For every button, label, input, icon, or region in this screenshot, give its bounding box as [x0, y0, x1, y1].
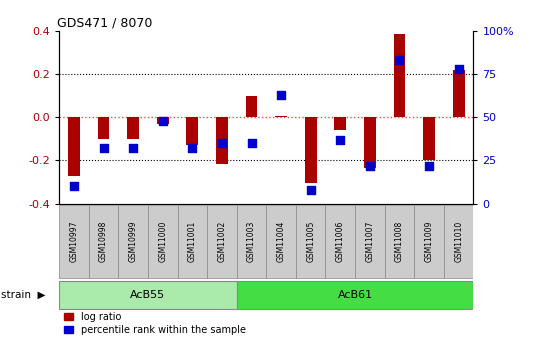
Point — [129, 146, 137, 151]
Text: GSM11003: GSM11003 — [247, 221, 256, 262]
Bar — [68, 117, 80, 176]
Text: GSM11001: GSM11001 — [188, 221, 197, 262]
Bar — [296, 205, 325, 278]
Bar — [207, 205, 237, 278]
Bar — [59, 281, 237, 309]
Point — [424, 163, 433, 168]
Point — [188, 146, 196, 151]
Bar — [148, 205, 178, 278]
Point — [277, 92, 285, 98]
Bar — [444, 205, 473, 278]
Text: GSM11004: GSM11004 — [277, 221, 286, 262]
Bar — [237, 281, 473, 309]
Text: GSM11007: GSM11007 — [365, 221, 374, 262]
Bar — [334, 117, 346, 130]
Bar — [178, 205, 207, 278]
Text: GSM10997: GSM10997 — [69, 221, 79, 262]
Point — [395, 58, 404, 63]
Bar — [266, 205, 296, 278]
Bar — [423, 117, 435, 160]
Bar — [89, 205, 118, 278]
Bar — [237, 205, 266, 278]
Bar — [355, 205, 385, 278]
Bar — [118, 205, 148, 278]
Bar — [393, 34, 405, 117]
Text: GSM11006: GSM11006 — [336, 221, 345, 262]
Text: AcB61: AcB61 — [337, 290, 373, 300]
Bar — [305, 117, 316, 183]
Bar — [186, 117, 198, 145]
Bar — [245, 96, 257, 117]
Text: AcB55: AcB55 — [130, 290, 166, 300]
Legend: log ratio, percentile rank within the sample: log ratio, percentile rank within the sa… — [64, 312, 245, 335]
Text: GDS471 / 8070: GDS471 / 8070 — [57, 17, 152, 30]
Bar — [414, 205, 444, 278]
Bar — [385, 205, 414, 278]
Text: GSM10998: GSM10998 — [99, 221, 108, 262]
Text: strain  ▶: strain ▶ — [1, 290, 45, 300]
Point — [306, 187, 315, 193]
Text: GSM11009: GSM11009 — [424, 221, 434, 262]
Bar — [127, 117, 139, 139]
Text: GSM11002: GSM11002 — [217, 221, 226, 262]
Point — [365, 163, 374, 168]
Bar — [97, 117, 109, 139]
Text: GSM11005: GSM11005 — [306, 221, 315, 262]
Point — [99, 146, 108, 151]
Bar — [452, 70, 464, 117]
Point — [454, 66, 463, 72]
Bar — [216, 117, 228, 164]
Bar — [275, 116, 287, 117]
Text: GSM11000: GSM11000 — [158, 221, 167, 262]
Text: GSM11010: GSM11010 — [454, 221, 463, 262]
Point — [247, 140, 256, 146]
Text: GSM11008: GSM11008 — [395, 221, 404, 262]
Bar — [59, 205, 89, 278]
Point — [217, 140, 226, 146]
Bar — [364, 117, 376, 168]
Point — [69, 184, 79, 189]
Point — [336, 137, 344, 142]
Bar — [157, 117, 168, 124]
Point — [158, 118, 167, 124]
Text: GSM10999: GSM10999 — [129, 221, 138, 262]
Bar — [325, 205, 355, 278]
